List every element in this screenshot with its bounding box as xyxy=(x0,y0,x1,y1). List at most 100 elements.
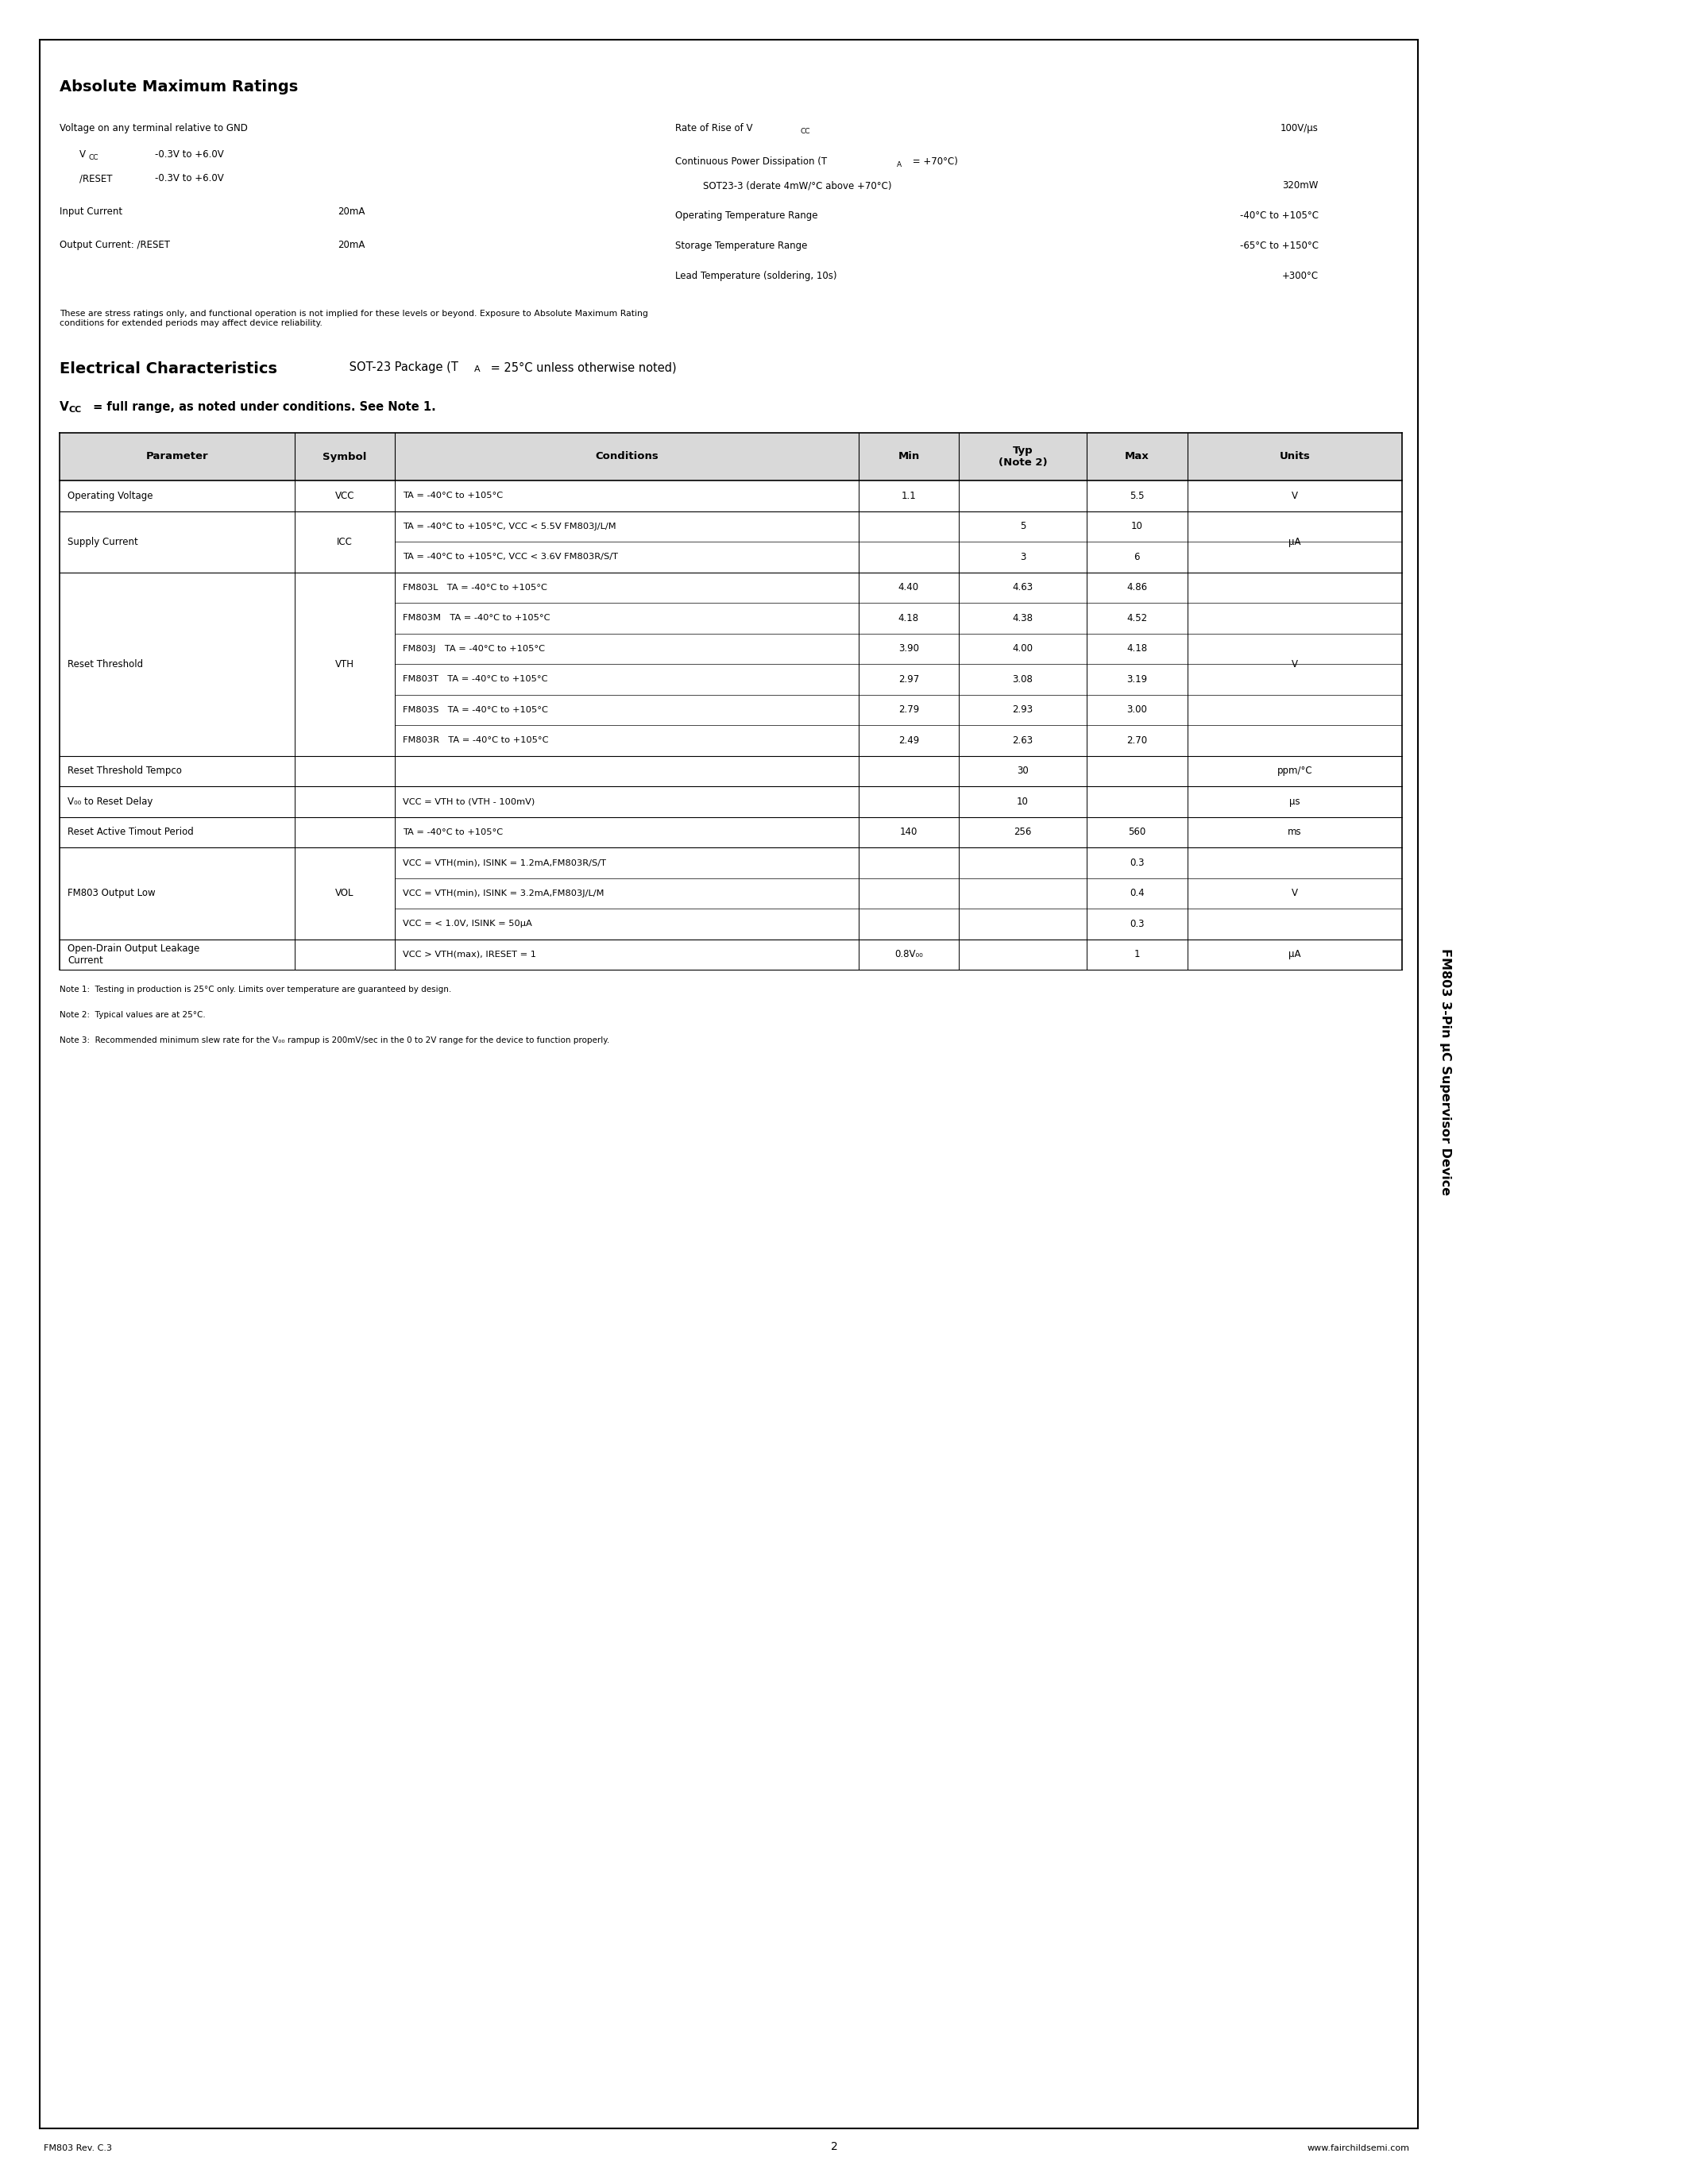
Text: VCC = VTH(min), ISINK = 3.2mA,FM803J/L/M: VCC = VTH(min), ISINK = 3.2mA,FM803J/L/M xyxy=(403,889,604,898)
Text: 1: 1 xyxy=(1134,950,1139,959)
Text: 4.18: 4.18 xyxy=(1126,644,1148,653)
Text: -0.3V to +6.0V: -0.3V to +6.0V xyxy=(155,149,225,159)
Text: 0.4: 0.4 xyxy=(1129,889,1144,898)
Text: µA: µA xyxy=(1288,537,1301,546)
Text: Electrical Characteristics: Electrical Characteristics xyxy=(59,360,277,376)
Text: FM803 Rev. C.3: FM803 Rev. C.3 xyxy=(44,2145,111,2151)
Text: 2.63: 2.63 xyxy=(1013,736,1033,745)
Text: ppm/°C: ppm/°C xyxy=(1276,767,1312,775)
Text: VCC > VTH(max), IRESET = 1: VCC > VTH(max), IRESET = 1 xyxy=(403,950,537,959)
Text: +300°C: +300°C xyxy=(1281,271,1318,282)
Text: Output Current: /RESET: Output Current: /RESET xyxy=(59,240,170,251)
Text: Parameter: Parameter xyxy=(145,452,208,461)
Text: = 25°C unless otherwise noted): = 25°C unless otherwise noted) xyxy=(486,360,677,373)
Text: Operating Temperature Range: Operating Temperature Range xyxy=(675,210,817,221)
Text: 256: 256 xyxy=(1014,828,1031,836)
Text: Note 1:  Testing in production is 25°C only. Limits over temperature are guarant: Note 1: Testing in production is 25°C on… xyxy=(59,985,451,994)
Text: 2.70: 2.70 xyxy=(1126,736,1148,745)
Text: Reset Threshold: Reset Threshold xyxy=(68,660,143,668)
Text: VTH: VTH xyxy=(336,660,354,668)
Text: 4.18: 4.18 xyxy=(898,614,918,622)
Text: Operating Voltage: Operating Voltage xyxy=(68,491,154,500)
Text: 2.49: 2.49 xyxy=(898,736,918,745)
Text: -0.3V to +6.0V: -0.3V to +6.0V xyxy=(155,173,225,183)
Text: 6: 6 xyxy=(1134,553,1139,561)
Text: FM803J TA = -40°C to +105°C: FM803J TA = -40°C to +105°C xyxy=(403,644,545,653)
Text: www.fairchildsemi.com: www.fairchildsemi.com xyxy=(1308,2145,1409,2151)
Text: A: A xyxy=(896,162,901,168)
Text: Continuous Power Dissipation (T: Continuous Power Dissipation (T xyxy=(675,157,827,166)
Text: 5.5: 5.5 xyxy=(1129,491,1144,500)
Text: These are stress ratings only, and functional operation is not implied for these: These are stress ratings only, and funct… xyxy=(59,310,648,328)
Text: 2.93: 2.93 xyxy=(1013,705,1033,714)
Text: Supply Current: Supply Current xyxy=(68,537,138,546)
Text: FM803 Output Low: FM803 Output Low xyxy=(68,889,155,898)
Text: FM803L TA = -40°C to +105°C: FM803L TA = -40°C to +105°C xyxy=(403,583,547,592)
Text: FM803 3-Pin µC Supervisor Device: FM803 3-Pin µC Supervisor Device xyxy=(1440,948,1452,1195)
Text: Input Current: Input Current xyxy=(59,207,123,216)
Text: Storage Temperature Range: Storage Temperature Range xyxy=(675,240,807,251)
Text: 0.3: 0.3 xyxy=(1129,858,1144,867)
Text: CC: CC xyxy=(88,155,98,162)
Text: Rate of Rise of V: Rate of Rise of V xyxy=(675,122,753,133)
Text: 20mA: 20mA xyxy=(338,240,365,251)
Text: 4.63: 4.63 xyxy=(1013,583,1033,592)
Text: µs: µs xyxy=(1290,797,1300,806)
Text: 2.79: 2.79 xyxy=(898,705,918,714)
Text: V₀₀ to Reset Delay: V₀₀ to Reset Delay xyxy=(68,797,154,806)
FancyBboxPatch shape xyxy=(41,39,1418,2129)
Text: Absolute Maximum Ratings: Absolute Maximum Ratings xyxy=(59,79,299,94)
Text: V: V xyxy=(79,149,86,159)
Text: VCC: VCC xyxy=(336,491,354,500)
Text: SOT-23 Package (T: SOT-23 Package (T xyxy=(346,360,457,373)
Text: -40°C to +105°C: -40°C to +105°C xyxy=(1241,210,1318,221)
Text: 10: 10 xyxy=(1131,522,1143,531)
Text: µA: µA xyxy=(1288,950,1301,959)
Text: FM803R TA = -40°C to +105°C: FM803R TA = -40°C to +105°C xyxy=(403,736,549,745)
Text: TA = -40°C to +105°C: TA = -40°C to +105°C xyxy=(403,491,503,500)
Text: Units: Units xyxy=(1280,452,1310,461)
Text: Typ
(Note 2): Typ (Note 2) xyxy=(998,446,1047,467)
Text: Max: Max xyxy=(1124,452,1150,461)
Text: A: A xyxy=(474,365,481,373)
Text: TA = -40°C to +105°C, VCC < 3.6V FM803R/S/T: TA = -40°C to +105°C, VCC < 3.6V FM803R/… xyxy=(403,553,618,561)
Text: CC: CC xyxy=(69,406,81,413)
Text: 0.8V₀₀: 0.8V₀₀ xyxy=(895,950,923,959)
Text: 4.52: 4.52 xyxy=(1126,614,1148,622)
Bar xyxy=(59,432,1403,480)
Text: 3.90: 3.90 xyxy=(898,644,918,653)
Text: Voltage on any terminal relative to GND: Voltage on any terminal relative to GND xyxy=(59,122,248,133)
Text: 2: 2 xyxy=(830,2140,837,2151)
Text: Note 2:  Typical values are at 25°C.: Note 2: Typical values are at 25°C. xyxy=(59,1011,206,1020)
Text: 4.00: 4.00 xyxy=(1013,644,1033,653)
Text: 3.08: 3.08 xyxy=(1013,675,1033,684)
Text: = +70°C): = +70°C) xyxy=(910,157,957,166)
Text: 3.19: 3.19 xyxy=(1126,675,1148,684)
Text: 4.38: 4.38 xyxy=(1013,614,1033,622)
Text: CC: CC xyxy=(800,129,810,135)
Text: FM803M TA = -40°C to +105°C: FM803M TA = -40°C to +105°C xyxy=(403,614,550,622)
Text: VCC = VTH(min), ISINK = 1.2mA,FM803R/S/T: VCC = VTH(min), ISINK = 1.2mA,FM803R/S/T xyxy=(403,858,606,867)
Text: 30: 30 xyxy=(1016,767,1028,775)
Text: TA = -40°C to +105°C: TA = -40°C to +105°C xyxy=(403,828,503,836)
Text: VOL: VOL xyxy=(336,889,354,898)
Text: Reset Threshold Tempco: Reset Threshold Tempco xyxy=(68,767,182,775)
Text: -65°C to +150°C: -65°C to +150°C xyxy=(1241,240,1318,251)
Text: Symbol: Symbol xyxy=(322,452,366,461)
Text: Min: Min xyxy=(898,452,920,461)
Text: 4.40: 4.40 xyxy=(898,583,918,592)
Text: 5: 5 xyxy=(1020,522,1026,531)
Text: V: V xyxy=(1291,491,1298,500)
Text: Open-Drain Output Leakage
Current: Open-Drain Output Leakage Current xyxy=(68,943,199,965)
Text: 3: 3 xyxy=(1020,553,1026,561)
Text: V: V xyxy=(1291,660,1298,668)
Text: 100V/µs: 100V/µs xyxy=(1281,122,1318,133)
Text: 320mW: 320mW xyxy=(1283,181,1318,190)
Text: Reset Active Timout Period: Reset Active Timout Period xyxy=(68,828,194,836)
Text: 0.3: 0.3 xyxy=(1129,919,1144,928)
Text: 20mA: 20mA xyxy=(338,207,365,216)
Text: FM803T TA = -40°C to +105°C: FM803T TA = -40°C to +105°C xyxy=(403,675,549,684)
Text: 140: 140 xyxy=(900,828,918,836)
Text: VCC = VTH to (VTH - 100mV): VCC = VTH to (VTH - 100mV) xyxy=(403,797,535,806)
Text: Note 3:  Recommended minimum slew rate for the V₀₀ rampup is 200mV/sec in the 0 : Note 3: Recommended minimum slew rate fo… xyxy=(59,1037,609,1044)
